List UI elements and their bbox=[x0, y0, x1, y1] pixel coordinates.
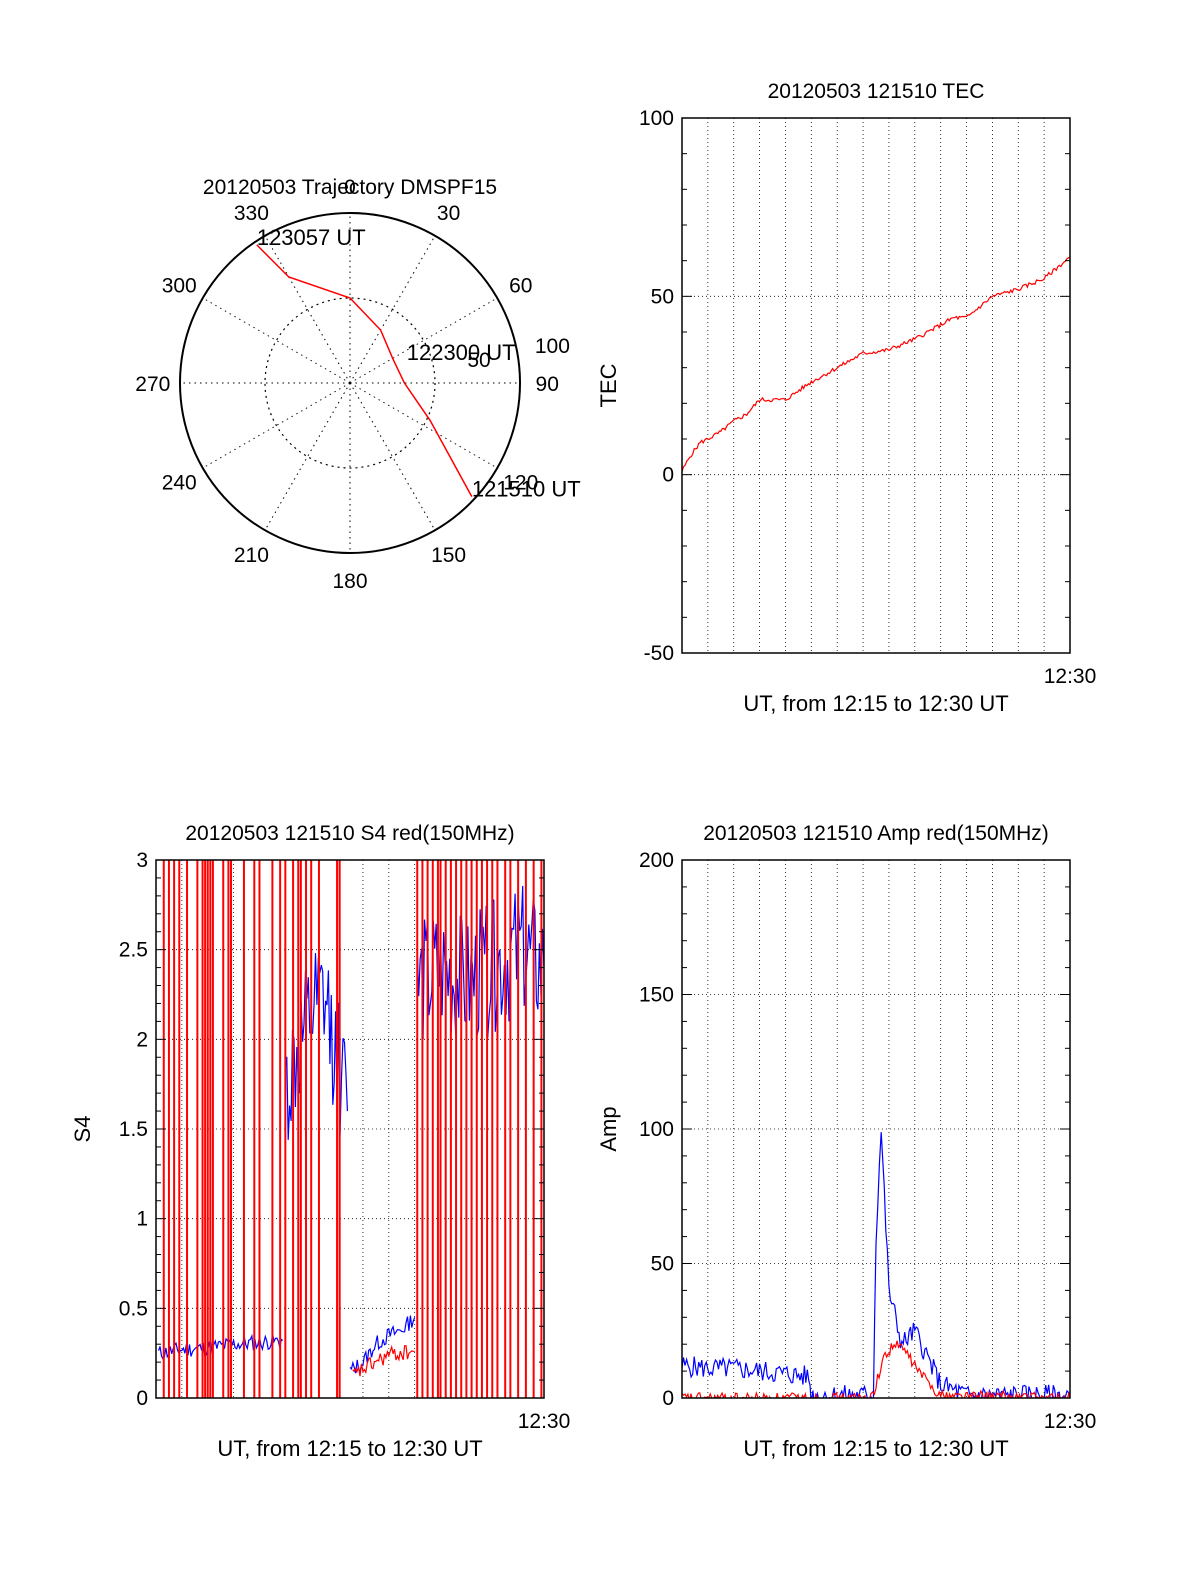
s4-ticks bbox=[156, 859, 544, 1399]
tec-series-line bbox=[682, 256, 1070, 472]
amp-ytick-label: 0 bbox=[662, 1387, 674, 1410]
polar-inner-ring bbox=[264, 297, 436, 469]
polar-time-annotation: 122300 UT bbox=[407, 340, 516, 365]
polar-time-annotation: 123057 UT bbox=[257, 225, 366, 250]
tec-frame bbox=[681, 117, 1071, 654]
polar-spoke-210 bbox=[264, 382, 351, 531]
polar-azimuth-label: 30 bbox=[437, 202, 460, 225]
polar-series bbox=[256, 244, 473, 497]
polar-azimuth-label: 240 bbox=[162, 472, 197, 495]
polar-spoke-300 bbox=[202, 297, 351, 384]
s4-title: 20120503 121510 S4 red(150MHz) bbox=[185, 822, 514, 845]
polar-spoke-120 bbox=[349, 382, 498, 469]
amp-frame bbox=[681, 859, 1071, 1399]
polar-trajectory-plot: 20120503 Trajectory DMSPF15 0 30 60 90 120 15… bbox=[135, 176, 580, 593]
polar-spoke-60 bbox=[349, 297, 498, 384]
s4-ylabel: S4 bbox=[70, 1116, 95, 1143]
tec-ytick-label: -50 bbox=[644, 642, 674, 665]
amp-series-line bbox=[682, 1132, 1070, 1398]
polar-azimuth-label: 0 bbox=[344, 176, 356, 199]
s4-ytick-label: 2 bbox=[136, 1028, 148, 1051]
polar-spoke-330 bbox=[264, 235, 351, 384]
polar-azimuth-label: 90 bbox=[536, 373, 559, 396]
amp-title: 20120503 121510 Amp red(150MHz) bbox=[703, 822, 1049, 845]
amp-ticks bbox=[682, 859, 1070, 1399]
amp-ytick-label: 50 bbox=[651, 1253, 674, 1276]
s4-xlabel: UT, from 12:15 to 12:30 UT bbox=[217, 1436, 482, 1461]
s4-ytick-label: 0.5 bbox=[119, 1297, 148, 1320]
amp-ytick-label: 100 bbox=[639, 1118, 674, 1141]
s4-ytick-label: 2.5 bbox=[119, 939, 148, 962]
polar-azimuth-label: 300 bbox=[162, 274, 197, 297]
s4-grid bbox=[156, 860, 544, 1398]
polar-azimuth-label: 60 bbox=[509, 274, 532, 297]
tec-ytick-label: 0 bbox=[662, 464, 674, 487]
polar-title: 20120503 Trajectory DMSPF15 bbox=[203, 176, 497, 199]
s4-ytick-label: 1.5 bbox=[119, 1118, 148, 1141]
polar-azimuth-labels: 0 30 60 90 120 150 180 210 240 270 300 330 bbox=[135, 176, 559, 593]
polar-outer-ring bbox=[179, 212, 521, 554]
polar-azimuth-label: 120 bbox=[503, 472, 538, 495]
amp-ylabel: Amp bbox=[596, 1106, 621, 1151]
amp-series-line bbox=[682, 1340, 1070, 1398]
polar-time-annotation: 121510 UT bbox=[472, 477, 581, 502]
polar-trajectory-line bbox=[256, 244, 473, 497]
amp-xtick-label: 12:30 bbox=[1044, 1410, 1097, 1433]
polar-spoke-240 bbox=[202, 382, 351, 469]
tec-xlabel: UT, from 12:15 to 12:30 UT bbox=[743, 691, 1008, 716]
amp-grid bbox=[682, 860, 1070, 1398]
amp-xlabel: UT, from 12:15 to 12:30 UT bbox=[743, 1436, 1008, 1461]
amp-ytick-label: 150 bbox=[639, 984, 674, 1007]
s4-plot: 20120503 121510 S4 red(150MHz) 0 0.5 1 1.5 2 2… bbox=[70, 822, 570, 1461]
tec-title: 20120503 121510 TEC bbox=[768, 80, 985, 103]
amp-ytick-label: 200 bbox=[639, 849, 674, 872]
polar-spoke-150 bbox=[349, 382, 436, 531]
s4-series-line bbox=[158, 1333, 284, 1361]
s4-ytick-label: 3 bbox=[136, 849, 148, 872]
tec-plot: 20120503 121510 TEC -50 0 50 100 12:30 UT, fro… bbox=[596, 80, 1096, 716]
tec-ytick-label: 50 bbox=[651, 285, 674, 308]
polar-spoke-30 bbox=[349, 235, 436, 384]
s4-xtick-label: 12:30 bbox=[518, 1410, 571, 1433]
polar-annotations: 123057 UT 122300 UT 121510 UT bbox=[257, 225, 581, 502]
amp-series bbox=[682, 1132, 1070, 1398]
polar-radius-label-outer: 100 bbox=[535, 335, 570, 358]
tec-ylabel: TEC bbox=[596, 363, 621, 407]
polar-radius-label-inner: 50 bbox=[467, 349, 490, 372]
polar-azimuth-label: 330 bbox=[234, 202, 269, 225]
polar-azimuth-label: 150 bbox=[431, 544, 466, 567]
polar-azimuth-label: 180 bbox=[332, 570, 367, 593]
polar-azimuth-label: 210 bbox=[234, 544, 269, 567]
tec-grid bbox=[682, 118, 1070, 653]
polar-azimuth-label: 270 bbox=[135, 373, 170, 396]
tec-xtick-label: 12:30 bbox=[1044, 665, 1097, 688]
s4-frame bbox=[155, 859, 545, 1399]
tec-series bbox=[682, 256, 1070, 472]
s4-series-line bbox=[284, 953, 348, 1140]
s4-ytick-label: 1 bbox=[136, 1208, 148, 1231]
s4-ytick-label: 0 bbox=[136, 1387, 148, 1410]
tec-ytick-label: 100 bbox=[639, 107, 674, 130]
tec-ticks bbox=[682, 117, 1070, 654]
polar-spokes bbox=[180, 213, 520, 553]
amp-plot: 20120503 121510 Amp red(150MHz) 0 50 100 150… bbox=[596, 822, 1096, 1461]
s4-series-line bbox=[352, 1344, 415, 1377]
